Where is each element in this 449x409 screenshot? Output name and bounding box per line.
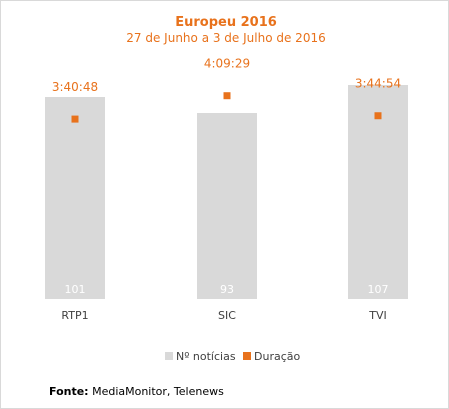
category-label-rtp1: RTP1 — [61, 309, 88, 322]
legend: Nº notícias Duração — [165, 350, 300, 363]
category-label-sic: SIC — [218, 309, 236, 322]
category-label-tvi: TVI — [368, 309, 387, 322]
source-note: Fonte: MediaMonitor, Telenews — [49, 385, 224, 398]
source-text: MediaMonitor, Telenews — [92, 385, 224, 398]
legend-label-duration: Duração — [254, 350, 300, 363]
duration-marker-rtp1 — [71, 115, 79, 123]
bar-sic — [197, 113, 257, 299]
duration-marker-tvi — [374, 112, 382, 120]
bar-value-label-tvi: 107 — [368, 283, 389, 296]
duration-label-tvi: 3:44:54 — [355, 77, 401, 91]
chart-title: Europeu 2016 — [175, 15, 277, 30]
plot-area: 101 3:40:48 RTP1 93 4:09:29 SIC 107 3:44:54 TVI — [45, 57, 408, 322]
duration-label-rtp1: 3:40:48 — [52, 80, 98, 94]
legend-swatch-news-count — [165, 352, 173, 360]
duration-label-sic: 4:09:29 — [204, 57, 250, 71]
legend-swatch-duration — [243, 352, 251, 360]
bar-value-label-sic: 93 — [220, 283, 234, 296]
bar-value-label-rtp1: 101 — [65, 283, 86, 296]
chart-subtitle: 27 de Junho a 3 de Julho de 2016 — [126, 31, 325, 45]
source-label: Fonte: — [49, 385, 89, 398]
bar-rtp1 — [45, 97, 105, 299]
bar-tvi — [348, 85, 408, 299]
duration-marker-sic — [223, 92, 231, 100]
legend-label-news-count: Nº notícias — [176, 350, 236, 363]
